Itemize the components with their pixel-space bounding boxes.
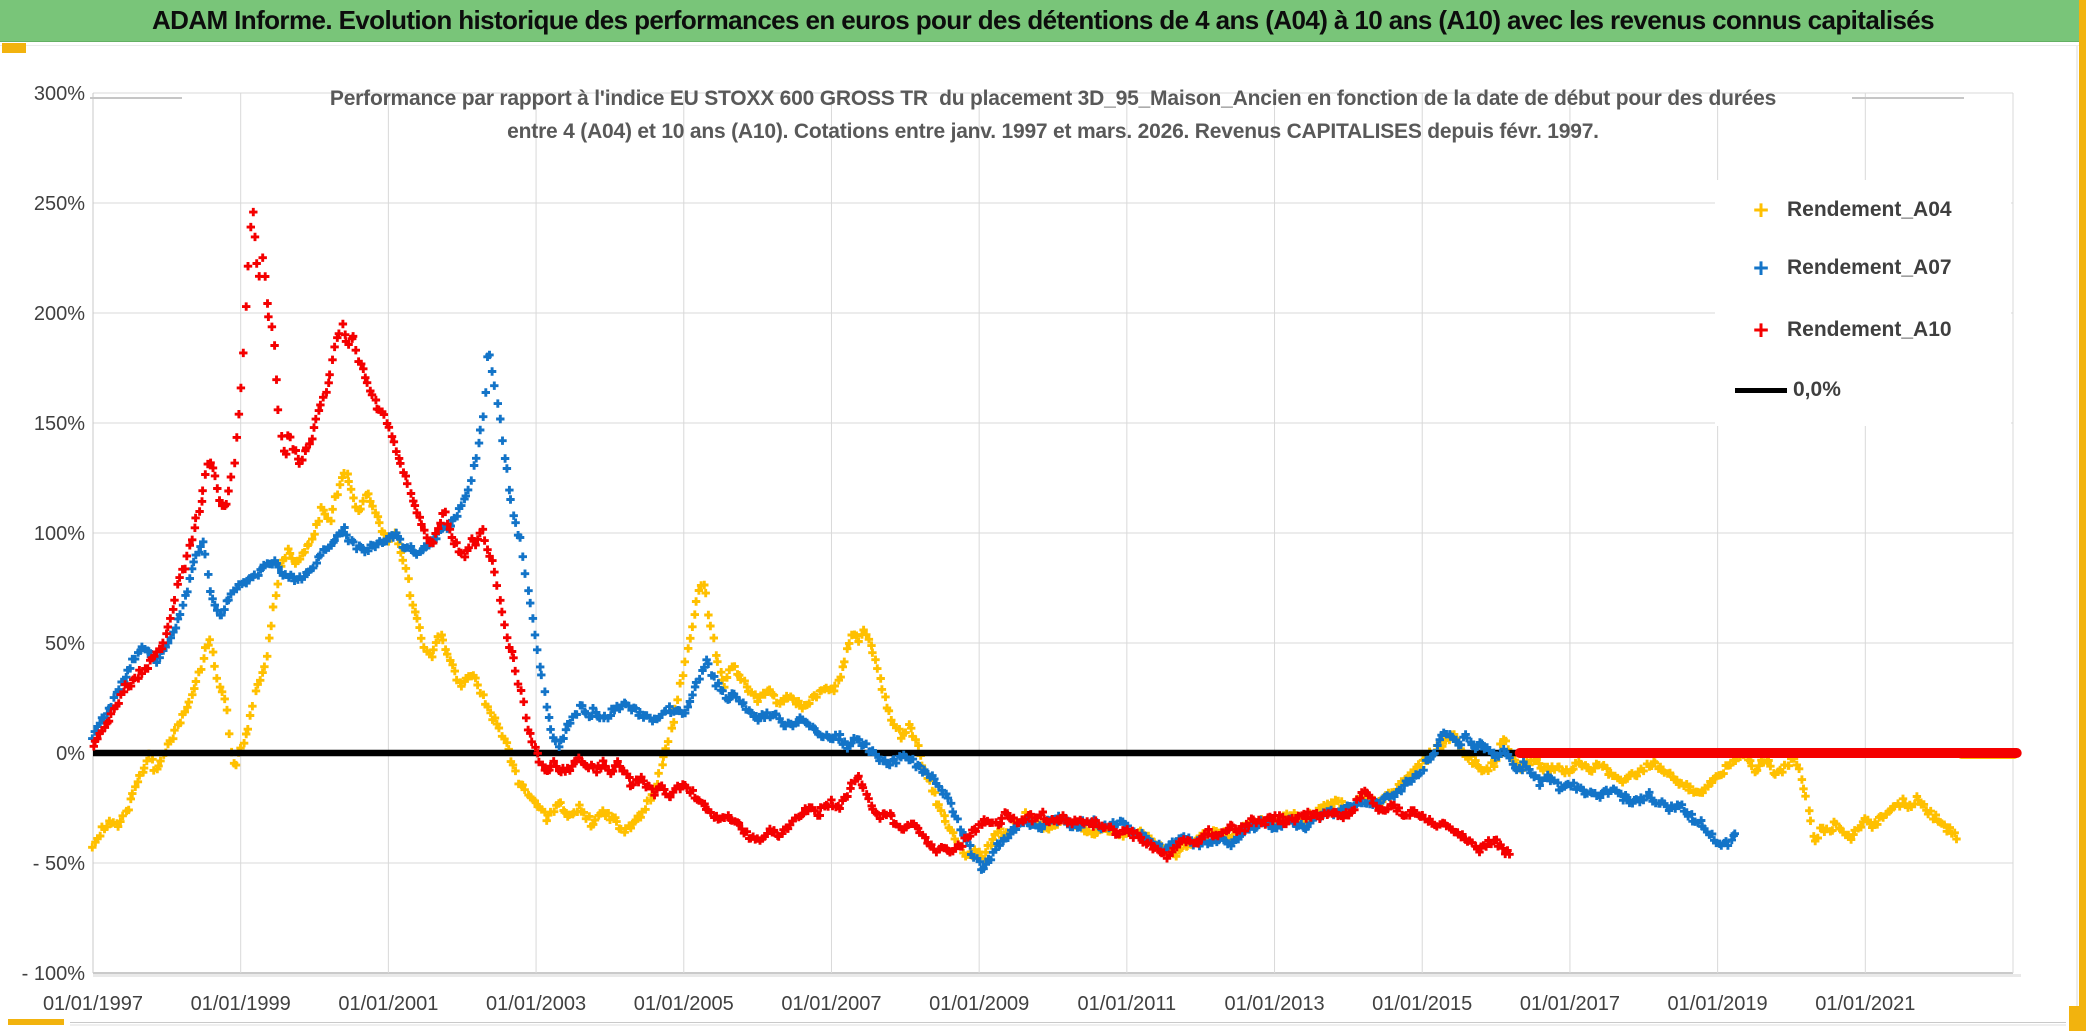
legend-item-zero-line[interactable]: 0,0% — [1735, 372, 1841, 408]
gold-border-right — [2079, 0, 2086, 1031]
y-axis-tick-label: 50% — [45, 633, 85, 655]
report-title-bar: ADAM Informe. Evolution historique des p… — [0, 0, 2086, 42]
header-divider — [0, 45, 2086, 46]
subtitle-right-rule — [1852, 97, 1964, 99]
gold-accent-bottomleft — [8, 1019, 64, 1025]
chart-subtitle: Performance par rapport à l'indice EU ST… — [93, 82, 2013, 148]
bottom-divider — [70, 1022, 2066, 1023]
series-Rendement_A07 — [88, 350, 1739, 874]
series-Rendement_A10 — [89, 207, 1514, 863]
x-axis-tick-label: 01/01/2011 — [1078, 993, 1177, 1015]
y-axis-tick-label: 250% — [34, 193, 85, 215]
x-axis-tick-label: 01/01/1997 — [43, 993, 143, 1015]
report-title: ADAM Informe. Evolution historique des p… — [151, 5, 1935, 35]
x-axis-tick-label: 01/01/1999 — [191, 993, 291, 1015]
legend-item-rendement-a07[interactable]: + Rendement_A07 — [1741, 250, 1952, 286]
gold-corner-bottomright — [2069, 1006, 2086, 1031]
x-axis-tick-label: 01/01/2001 — [338, 993, 438, 1015]
legend-label: Rendement_A10 — [1787, 318, 1952, 341]
x-axis-tick-label: 01/01/2019 — [1668, 993, 1768, 1015]
chart-legend: + Rendement_A04 + Rendement_A07 + Rendem… — [1715, 180, 2011, 426]
subtitle-left-rule — [90, 97, 182, 99]
y-axis-tick-label: 150% — [34, 413, 85, 435]
gold-accent-topleft — [2, 43, 26, 53]
x-axis-tick-label: 01/01/2005 — [634, 993, 734, 1015]
legend-item-rendement-a04[interactable]: + Rendement_A04 — [1741, 192, 1952, 228]
y-axis-tick-label: 200% — [34, 303, 85, 325]
x-axis-tick-label: 01/01/2021 — [1815, 993, 1915, 1015]
y-axis-tick-label: 300% — [34, 83, 85, 105]
y-axis-tick-label: - 100% — [22, 963, 86, 985]
chart-subtitle-line1: Performance par rapport à l'indice EU ST… — [329, 87, 1777, 110]
x-axis-tick-label: 01/01/2013 — [1224, 993, 1324, 1015]
legend-label: 0,0% — [1793, 378, 1841, 401]
chart-subtitle-line2: entre 4 (A04) et 10 ans (A10). Cotations… — [507, 120, 1599, 143]
zero-line-swatch-icon — [1735, 387, 1787, 393]
plus-marker-icon: + — [1753, 253, 1769, 283]
x-axis-tick-label: 01/01/2009 — [929, 993, 1029, 1015]
y-axis-tick-label: 0% — [56, 743, 85, 765]
x-axis-tick-label: 01/01/2007 — [781, 993, 881, 1015]
legend-label: Rendement_A07 — [1787, 256, 1952, 279]
y-axis-tick-label: - 50% — [33, 853, 85, 875]
legend-item-rendement-a10[interactable]: + Rendement_A10 — [1741, 312, 1952, 348]
bottom-divider-shadow — [70, 1024, 2066, 1026]
y-axis-tick-label: 100% — [34, 523, 85, 545]
x-axis-tick-label: 01/01/2015 — [1372, 993, 1472, 1015]
x-axis-tick-label: 01/01/2003 — [486, 993, 586, 1015]
plus-marker-icon: + — [1753, 195, 1769, 225]
legend-label: Rendement_A04 — [1787, 198, 1952, 221]
plus-marker-icon: + — [1753, 315, 1769, 345]
x-axis-tick-label: 01/01/2017 — [1520, 993, 1620, 1015]
